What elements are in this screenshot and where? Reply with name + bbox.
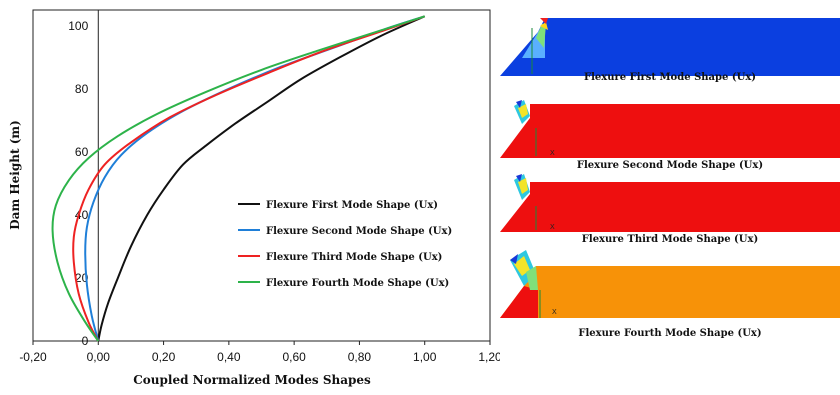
series-line-3: [72, 15, 426, 342]
series-line-2: [84, 15, 426, 342]
x-tick-label: 0,80: [348, 350, 372, 364]
legend-label-3: Flexure Third Mode Shape (Ux): [266, 252, 442, 263]
y-tick-label: 80: [75, 82, 89, 96]
svg-text:X: X: [550, 224, 555, 231]
x-tick-label: 0,60: [282, 350, 306, 364]
series-line-1: [97, 15, 426, 342]
mode-caption-1: Flexure First Mode Shape (Ux): [583, 72, 757, 83]
plot-frame: [32, 9, 491, 342]
series-line-4: [51, 15, 426, 342]
mode-shape-chart: -0,20 0,00 0,20 0,40 0,60 0,80 1,00 1,20 020406…: [8, 9, 500, 387]
legend-label-4: Flexure Fourth Mode Shape (Ux): [266, 278, 449, 289]
x-tick-label: 0,00: [87, 350, 111, 364]
legend: Flexure First Mode Shape (Ux) Flexure Sec…: [238, 200, 452, 289]
mode-panel-1: Flexure First Mode Shape (Ux): [500, 10, 840, 90]
x-tick-label: 1,20: [478, 350, 500, 364]
x-tick-label: -0,20: [19, 350, 47, 364]
svg-text:X: X: [550, 150, 555, 157]
legend-label-1: Flexure First Mode Shape (Ux): [266, 200, 438, 211]
y-tick-label: 100: [68, 19, 88, 33]
y-tick-label: 0: [82, 334, 89, 348]
mode-panel-4: X Flexure Fourth Mode Shape (Ux): [500, 248, 840, 348]
mode-shape-render-2: X: [500, 100, 840, 158]
y-tick-label: 60: [75, 145, 89, 159]
mode-shape-render-1: [500, 18, 840, 76]
svg-text:X: X: [552, 309, 557, 316]
x-tick-label: 0,20: [152, 350, 176, 364]
mode-caption-4: Flexure Fourth Mode Shape (Ux): [578, 328, 762, 339]
mode-shape-render-4: X: [500, 250, 840, 318]
mode-shape-render-3: X: [500, 174, 840, 232]
mode-panel-2: X Flexure Second Mode Shape (Ux): [500, 88, 840, 173]
x-tick-label: 0,40: [217, 350, 241, 364]
x-tick-label: 1,00: [413, 350, 437, 364]
mode-caption-3: Flexure Third Mode Shape (Ux): [581, 234, 759, 245]
x-axis-title: Coupled Normalized Modes Shapes: [133, 373, 371, 387]
legend-label-2: Flexure Second Mode Shape (Ux): [266, 226, 452, 237]
series-lines: [51, 15, 426, 342]
mode-panel-3: X Flexure Third Mode Shape (Ux): [500, 168, 840, 248]
x-tick-labels: -0,20 0,00 0,20 0,40 0,60 0,80 1,00 1,20: [19, 341, 500, 364]
mode-caption-2: Flexure Second Mode Shape (Ux): [576, 160, 764, 171]
y-axis-title: Dam Height (m): [8, 120, 22, 229]
